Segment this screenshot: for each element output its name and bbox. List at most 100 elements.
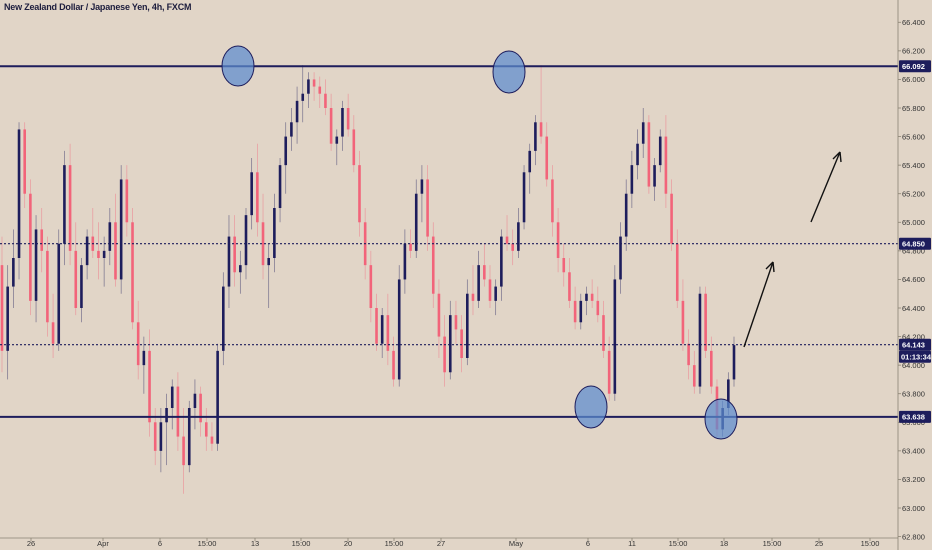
x-tick-label: 6 [586, 539, 590, 548]
candle-body [369, 265, 373, 308]
candle-body [85, 236, 89, 266]
x-tick-label: 27 [437, 539, 445, 548]
y-tick-label: 65.200 [902, 190, 925, 199]
y-tick-label: 63.200 [902, 475, 925, 484]
candle-body [619, 236, 622, 280]
candle-body [148, 350, 151, 423]
candle-body [329, 108, 333, 144]
candle-body [675, 243, 679, 301]
candle-body [318, 86, 322, 94]
candle [619, 222, 622, 294]
candle [528, 143, 532, 194]
y-tick-label: 63.800 [902, 390, 925, 399]
countdown-bg [899, 350, 931, 363]
candle-body [341, 108, 344, 137]
candle-body [641, 122, 645, 144]
candle-body [602, 315, 605, 351]
candle-body [244, 215, 248, 266]
candle [607, 336, 611, 401]
candle [636, 129, 639, 180]
candle [307, 72, 310, 108]
candle-body [278, 165, 282, 208]
y-tick-label: 64.000 [902, 361, 925, 370]
annotations-layer [221, 45, 842, 440]
price-label-support[interactable]: 63.638 [899, 410, 931, 423]
candle [431, 222, 435, 308]
candle-body [511, 243, 514, 251]
price-label-middle[interactable]: 64.850 [899, 237, 931, 250]
candle [369, 250, 373, 323]
candle [216, 343, 219, 451]
candle [590, 279, 594, 308]
candle [392, 336, 395, 387]
bottom-circle-left[interactable] [574, 385, 608, 429]
candle-body [710, 350, 713, 387]
arrow-line-1[interactable] [743, 261, 774, 348]
candle-body [312, 79, 316, 87]
candle [653, 158, 656, 201]
candle [210, 422, 214, 451]
candle-body [477, 265, 480, 301]
candle [80, 258, 83, 323]
candle-body [658, 136, 662, 166]
bottom-circle-right[interactable] [704, 398, 738, 440]
countdown-text: 01:13:34 [901, 353, 932, 362]
candle-body [471, 293, 475, 301]
candle-body [335, 136, 339, 144]
candle-body [568, 272, 571, 301]
candle [34, 215, 38, 323]
candle [624, 179, 628, 251]
price-label-text: 64.850 [902, 240, 925, 249]
candle-body [670, 193, 673, 244]
candle [670, 179, 673, 251]
candle [204, 408, 208, 451]
candle [568, 258, 571, 308]
y-tick-label: 63.000 [902, 504, 925, 513]
candle [386, 293, 390, 366]
candle [102, 236, 106, 287]
candle-body [307, 79, 310, 94]
x-tick-label: Apr [97, 539, 109, 548]
price-label-resistance[interactable]: 66.092 [899, 60, 931, 73]
candle-body [483, 265, 486, 280]
candle [732, 336, 736, 387]
candle [324, 79, 327, 116]
candle-body [596, 300, 600, 316]
candle-body [466, 293, 469, 358]
top-circle-left[interactable] [221, 45, 255, 87]
candle [114, 193, 117, 287]
candle-body [437, 293, 441, 337]
candle [403, 229, 407, 294]
candle [534, 115, 537, 166]
candle [68, 143, 72, 266]
candle-body [556, 222, 560, 258]
candle [630, 150, 634, 208]
candle-body [528, 150, 532, 173]
y-tick-label: 65.400 [902, 161, 925, 170]
candle-body [636, 143, 639, 166]
candle [284, 122, 288, 194]
price-label-bg [899, 338, 931, 351]
candle [562, 243, 566, 287]
candle [602, 300, 605, 358]
y-tick-label: 62.800 [902, 532, 925, 541]
candle-body [454, 315, 458, 330]
arrow-head-2 [832, 151, 842, 163]
candle-body [216, 350, 219, 444]
y-tick-label: 63.400 [902, 447, 925, 456]
candle-body [500, 236, 503, 287]
arrow-line-2[interactable] [810, 151, 841, 223]
candle-body [403, 243, 407, 280]
top-circle-right[interactable] [492, 50, 526, 94]
candle [312, 72, 316, 101]
candle-body [12, 258, 15, 287]
y-tick-label: 65.800 [902, 104, 925, 113]
candle-body [239, 265, 242, 273]
candle-body [256, 172, 259, 223]
candle-body [222, 286, 225, 351]
price-label-current[interactable]: 64.143 [899, 338, 931, 351]
x-tick-label: 15:00 [763, 539, 782, 548]
x-tick-label: May [509, 539, 523, 548]
